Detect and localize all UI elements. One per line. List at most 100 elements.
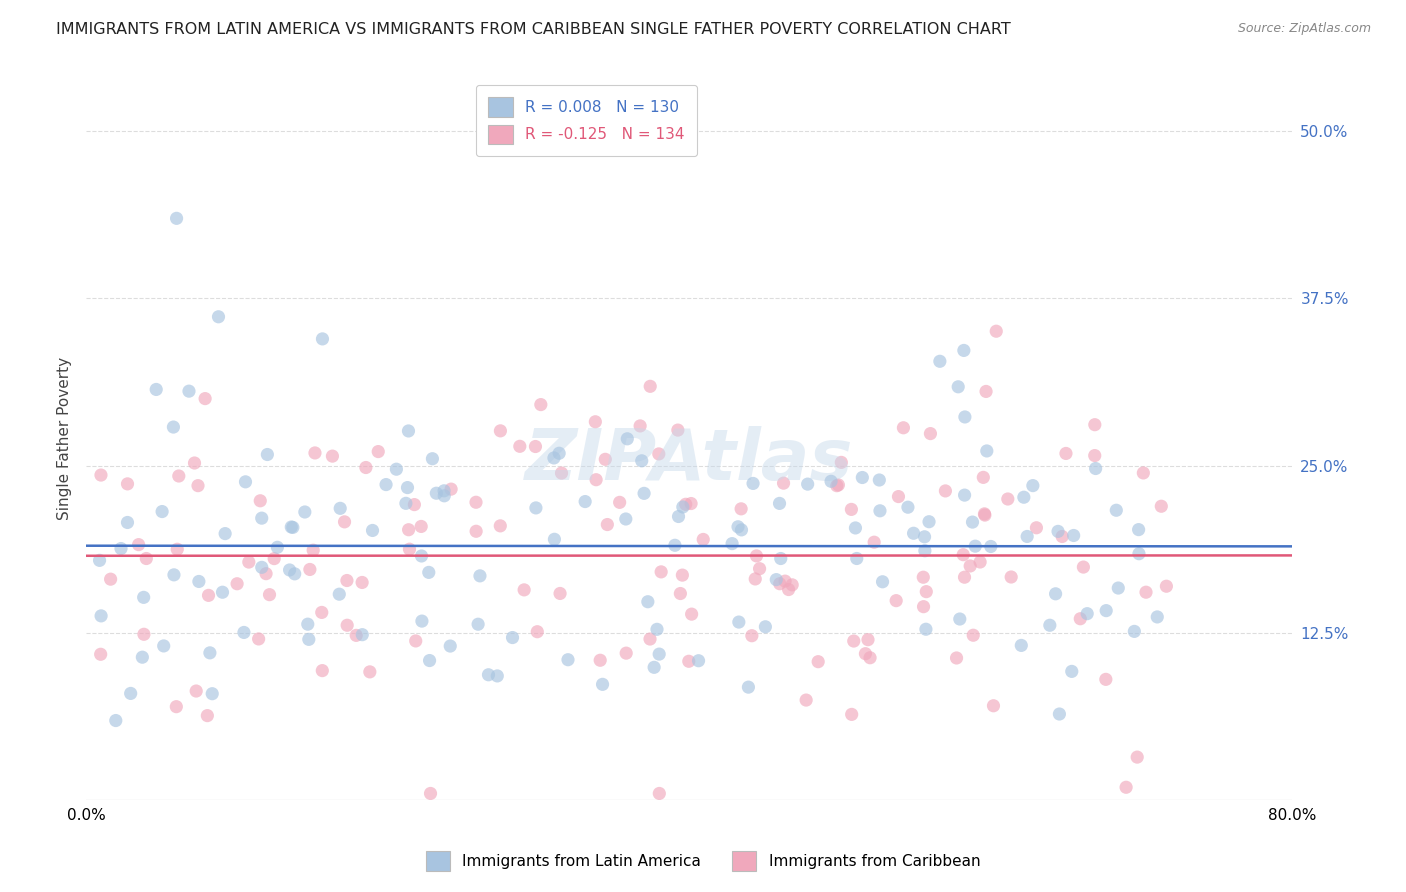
- Point: [952, 548, 974, 562]
- Point: [1150, 500, 1173, 514]
- Point: [953, 409, 976, 424]
- Point: [359, 665, 381, 679]
- Point: [247, 632, 270, 646]
- Point: [550, 466, 572, 480]
- Point: [304, 446, 326, 460]
- Point: [678, 654, 700, 668]
- Point: [465, 524, 488, 539]
- Point: [302, 543, 325, 558]
- Point: [263, 551, 285, 566]
- Point: [166, 211, 188, 226]
- Point: [681, 607, 703, 621]
- Point: [135, 551, 157, 566]
- Point: [344, 628, 367, 642]
- Point: [953, 343, 976, 358]
- Point: [666, 423, 689, 437]
- Point: [422, 451, 444, 466]
- Point: [887, 490, 910, 504]
- Point: [841, 707, 863, 722]
- Point: [807, 655, 830, 669]
- Point: [912, 599, 935, 614]
- Point: [650, 565, 672, 579]
- Point: [352, 628, 374, 642]
- Point: [195, 708, 218, 723]
- Point: [214, 526, 236, 541]
- Point: [915, 622, 938, 636]
- Point: [872, 574, 894, 589]
- Point: [912, 570, 935, 584]
- Point: [915, 584, 938, 599]
- Point: [845, 551, 868, 566]
- Point: [548, 586, 571, 600]
- Point: [959, 558, 981, 573]
- Point: [465, 495, 488, 509]
- Point: [830, 455, 852, 469]
- Point: [1012, 490, 1035, 504]
- Point: [411, 549, 433, 563]
- Point: [352, 575, 374, 590]
- Point: [177, 384, 200, 399]
- Point: [596, 517, 619, 532]
- Point: [439, 639, 461, 653]
- Point: [692, 533, 714, 547]
- Point: [131, 650, 153, 665]
- Point: [162, 420, 184, 434]
- Point: [104, 714, 127, 728]
- Point: [186, 684, 208, 698]
- Point: [868, 473, 890, 487]
- Point: [1039, 618, 1062, 632]
- Point: [973, 507, 995, 521]
- Point: [336, 574, 359, 588]
- Point: [949, 612, 972, 626]
- Point: [633, 486, 655, 500]
- Point: [150, 504, 173, 518]
- Point: [259, 588, 281, 602]
- Point: [1095, 604, 1118, 618]
- Point: [328, 587, 350, 601]
- Point: [675, 497, 697, 511]
- Point: [1095, 673, 1118, 687]
- Point: [592, 677, 614, 691]
- Point: [440, 482, 463, 496]
- Point: [1128, 523, 1150, 537]
- Point: [250, 560, 273, 574]
- Point: [769, 551, 792, 566]
- Point: [780, 578, 803, 592]
- Point: [226, 576, 249, 591]
- Point: [311, 332, 333, 346]
- Point: [727, 520, 749, 534]
- Point: [645, 623, 668, 637]
- Point: [669, 586, 692, 600]
- Point: [404, 498, 426, 512]
- Point: [117, 476, 139, 491]
- Point: [668, 509, 690, 524]
- Point: [110, 541, 132, 556]
- Point: [672, 500, 695, 514]
- Point: [354, 460, 377, 475]
- Point: [997, 491, 1019, 506]
- Point: [1128, 547, 1150, 561]
- Point: [530, 398, 553, 412]
- Point: [638, 632, 661, 646]
- Point: [425, 486, 447, 500]
- Point: [398, 523, 420, 537]
- Point: [298, 632, 321, 647]
- Point: [825, 478, 848, 492]
- Point: [333, 515, 356, 529]
- Point: [294, 505, 316, 519]
- Point: [1115, 780, 1137, 795]
- Point: [548, 446, 571, 460]
- Point: [132, 627, 155, 641]
- Point: [773, 574, 796, 588]
- Point: [664, 538, 686, 552]
- Point: [367, 444, 389, 458]
- Point: [903, 526, 925, 541]
- Point: [972, 470, 994, 484]
- Point: [980, 540, 1002, 554]
- Point: [842, 634, 865, 648]
- Point: [419, 654, 441, 668]
- Point: [614, 646, 637, 660]
- Point: [681, 496, 703, 510]
- Point: [1132, 466, 1154, 480]
- Point: [974, 384, 997, 399]
